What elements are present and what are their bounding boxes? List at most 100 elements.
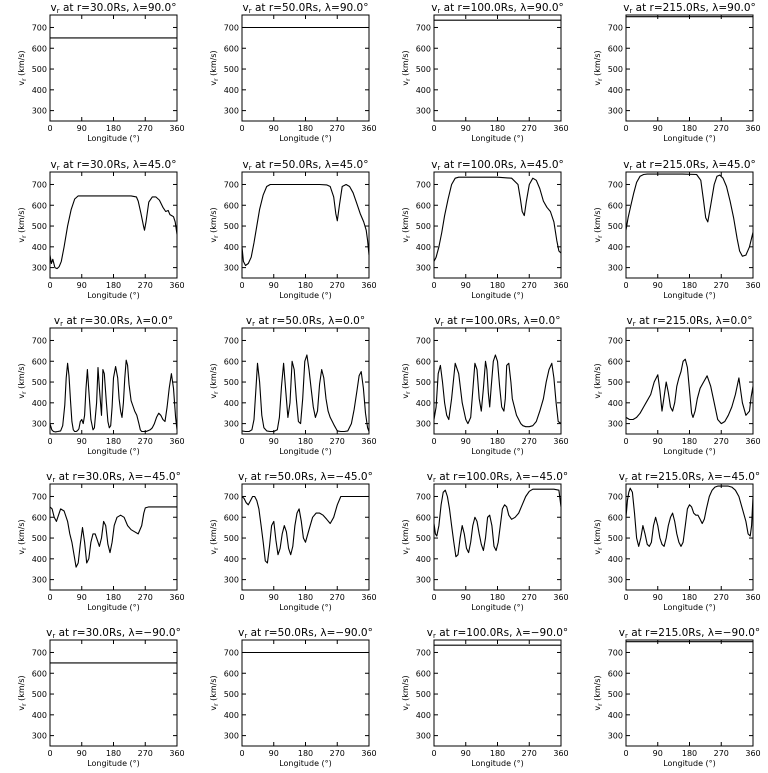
x-tick-label: 0 [431,593,436,602]
x-tick-label: 360 [361,124,376,133]
y-tick-label: 300 [416,420,431,429]
x-tick-label: 180 [298,749,313,758]
y-axis-label: vr (km/s) [593,207,604,242]
subplot-9: vr at r=30.0Rs, λ=0.0° 0 90 180 270 360 300 400… [17,315,185,456]
x-axis-label: Longitude (°) [87,603,140,612]
subplot-title: vr at r=50.0Rs, λ=90.0° [243,2,369,15]
y-tick-label: 600 [416,669,431,678]
x-tick-label: 90 [653,281,663,290]
x-tick-label: 360 [361,437,376,446]
x-tick-label: 90 [77,281,87,290]
subplot-title: vr at r=215.0Rs, λ=45.0° [623,159,756,172]
plot-frame [433,14,562,122]
subplot-title: vr at r=100.0Rs, λ=−45.0° [427,471,568,484]
y-tick-label: 400 [224,711,239,720]
plot-frame [625,171,754,279]
y-tick-label: 600 [224,513,239,522]
y-tick-label: 700 [608,648,623,657]
x-tick-label: 90 [461,749,471,758]
y-tick-label: 500 [608,690,623,699]
x-tick-label: 0 [47,593,52,602]
y-tick-label: 600 [224,201,239,210]
x-tick-label: 0 [431,437,436,446]
x-tick-label: 90 [269,124,279,133]
x-axis-label: Longitude (°) [471,759,524,768]
subplot-title: vr at r=30.0Rs, λ=−45.0° [46,471,181,484]
y-tick-label: 700 [32,336,47,345]
x-tick-label: 0 [623,281,628,290]
y-tick-label: 300 [224,107,239,116]
subplot-title: vr at r=30.0Rs, λ=0.0° [54,315,173,328]
x-axis-label: Longitude (°) [279,291,332,300]
y-tick-label: 300 [224,420,239,429]
y-tick-label: 600 [224,357,239,366]
x-tick-label: 360 [169,437,184,446]
subplot-7: vr at r=100.0Rs, λ=45.0° 0 90 180 270 360 300 4… [401,159,569,300]
x-tick-label: 90 [653,593,663,602]
y-tick-label: 400 [608,243,623,252]
subplot-14: vr at r=50.0Rs, λ=−45.0° 0 90 180 270 360 300 4… [209,471,377,612]
y-tick-label: 400 [608,711,623,720]
velocity-series-line [433,354,562,428]
x-tick-label: 360 [553,749,568,758]
velocity-series-line [433,176,562,262]
y-tick-label: 700 [32,492,47,501]
subplot-3: vr at r=100.0Rs, λ=90.0° 0 90 180 270 360 300 4… [401,2,569,143]
plot-frame [49,639,178,747]
x-axis-label: Longitude (°) [471,447,524,456]
velocity-series-line [49,506,177,568]
x-tick-label: 270 [522,593,537,602]
x-axis-label: Longitude (°) [87,291,140,300]
plot-frame [241,14,370,122]
x-tick-label: 90 [461,281,471,290]
y-tick-label: 600 [416,44,431,53]
x-tick-label: 360 [745,593,760,602]
subplot-title: vr at r=100.0Rs, λ=45.0° [431,159,564,172]
x-tick-label: 360 [169,124,184,133]
subplot-8: vr at r=215.0Rs, λ=45.0° 0 90 180 270 360 300 4… [593,159,761,300]
y-tick-label: 600 [224,44,239,53]
x-axis-label: Longitude (°) [663,134,716,143]
x-tick-label: 270 [330,281,345,290]
y-axis-label: vr (km/s) [401,50,412,85]
x-tick-label: 90 [653,749,663,758]
y-tick-label: 300 [224,732,239,741]
x-tick-label: 360 [745,281,760,290]
y-tick-label: 500 [608,222,623,231]
x-tick-label: 90 [269,593,279,602]
y-tick-label: 300 [224,264,239,273]
x-tick-label: 90 [653,124,663,133]
subplot-4: vr at r=215.0Rs, λ=90.0° 0 90 180 270 360 300 4… [593,2,761,143]
subplot-11: vr at r=100.0Rs, λ=0.0° 0 90 180 270 360 300 40… [401,315,569,456]
y-tick-label: 600 [608,669,623,678]
plot-frame [433,171,562,279]
subplot-title: vr at r=100.0Rs, λ=−90.0° [427,627,568,640]
x-tick-label: 270 [714,749,729,758]
y-tick-label: 600 [416,513,431,522]
x-tick-label: 270 [714,593,729,602]
y-tick-label: 300 [32,107,47,116]
x-tick-label: 180 [682,749,697,758]
x-tick-label: 180 [106,281,121,290]
subplot-title: vr at r=50.0Rs, λ=0.0° [246,315,365,328]
y-tick-label: 700 [608,23,623,32]
y-tick-label: 700 [224,648,239,657]
y-tick-label: 300 [416,732,431,741]
y-tick-label: 300 [608,732,623,741]
y-tick-label: 500 [416,378,431,387]
x-tick-label: 360 [553,281,568,290]
x-tick-label: 0 [623,749,628,758]
x-tick-label: 270 [522,124,537,133]
x-tick-label: 180 [682,124,697,133]
x-tick-label: 270 [138,437,153,446]
x-tick-label: 180 [106,749,121,758]
y-tick-label: 600 [608,357,623,366]
x-axis-label: Longitude (°) [663,603,716,612]
plot-frame [625,327,754,435]
y-tick-label: 500 [32,378,47,387]
y-axis-label: vr (km/s) [593,50,604,85]
plot-frame [241,483,370,591]
y-tick-label: 700 [224,180,239,189]
y-axis-label: vr (km/s) [17,519,28,554]
x-axis-label: Longitude (°) [663,291,716,300]
